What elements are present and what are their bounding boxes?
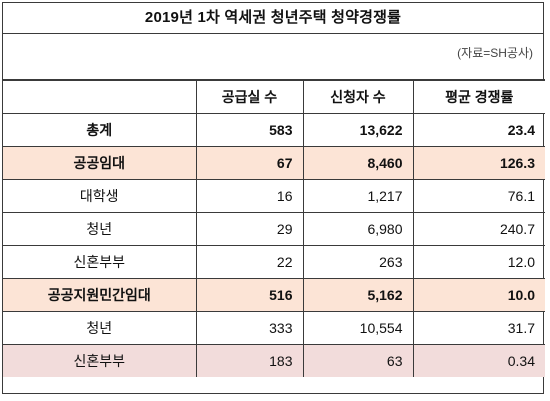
header-empty-cell	[3, 79, 197, 114]
table-row-public-rental: 공공임대 67 8,460 126.3	[3, 145, 545, 180]
table-row-total: 총계 583 13,622 23.4	[3, 112, 545, 147]
rate-cell: 240.7	[412, 211, 545, 246]
applicants-cell: 263	[302, 244, 414, 279]
row-label: 청년	[3, 211, 197, 246]
supply-cell: 67	[195, 145, 304, 180]
supply-cell: 22	[195, 244, 304, 279]
table-row: 신혼부부 183 63 0.34	[3, 343, 545, 377]
rate-cell: 10.0	[412, 277, 545, 312]
header-rate: 평균 경쟁률	[412, 79, 545, 114]
table-row: 청년 333 10,554 31.7	[3, 310, 545, 345]
rate-cell: 23.4	[412, 112, 545, 147]
row-label: 공공지원민간임대	[3, 277, 197, 312]
supply-cell: 183	[195, 343, 304, 377]
applicants-cell: 5,162	[302, 277, 414, 312]
rate-cell: 12.0	[412, 244, 545, 279]
table-row: 청년 29 6,980 240.7	[3, 211, 545, 246]
rate-cell: 0.34	[412, 343, 545, 377]
applicants-cell: 6,980	[302, 211, 414, 246]
row-label: 신혼부부	[3, 343, 197, 377]
applicants-cell: 10,554	[302, 310, 414, 345]
applicants-cell: 63	[302, 343, 414, 377]
table-row: 대학생 16 1,217 76.1	[3, 178, 545, 213]
supply-cell: 583	[195, 112, 304, 147]
header-row: 공급실 수 신청자 수 평균 경쟁률	[3, 79, 545, 114]
supply-cell: 516	[195, 277, 304, 312]
header-applicants: 신청자 수	[302, 79, 414, 114]
row-label: 공공임대	[3, 145, 197, 180]
applicants-cell: 13,622	[302, 112, 414, 147]
supply-cell: 16	[195, 178, 304, 213]
applicants-cell: 8,460	[302, 145, 414, 180]
rate-cell: 126.3	[412, 145, 545, 180]
supply-cell: 29	[195, 211, 304, 246]
table-row-private-rental: 공공지원민간임대 516 5,162 10.0	[3, 277, 545, 312]
competition-table: 공급실 수 신청자 수 평균 경쟁률 총계 583 13,622 23.4 공공…	[3, 79, 545, 377]
rate-cell: 31.7	[412, 310, 545, 345]
supply-cell: 333	[195, 310, 304, 345]
rate-cell: 76.1	[412, 178, 545, 213]
source-note: (자료=SH공사)	[457, 46, 533, 60]
row-label: 대학생	[3, 178, 197, 213]
row-label: 신혼부부	[3, 244, 197, 279]
table-title: 2019년 1차 역세권 청년주택 청약경쟁률	[3, 3, 543, 34]
row-label: 청년	[3, 310, 197, 345]
table-frame: 2019년 1차 역세권 청년주택 청약경쟁률 (자료=SH공사) 공급실 수 …	[2, 2, 545, 394]
row-label: 총계	[3, 112, 197, 147]
table-row: 신혼부부 22 263 12.0	[3, 244, 545, 279]
header-supply: 공급실 수	[195, 79, 304, 114]
applicants-cell: 1,217	[302, 178, 414, 213]
